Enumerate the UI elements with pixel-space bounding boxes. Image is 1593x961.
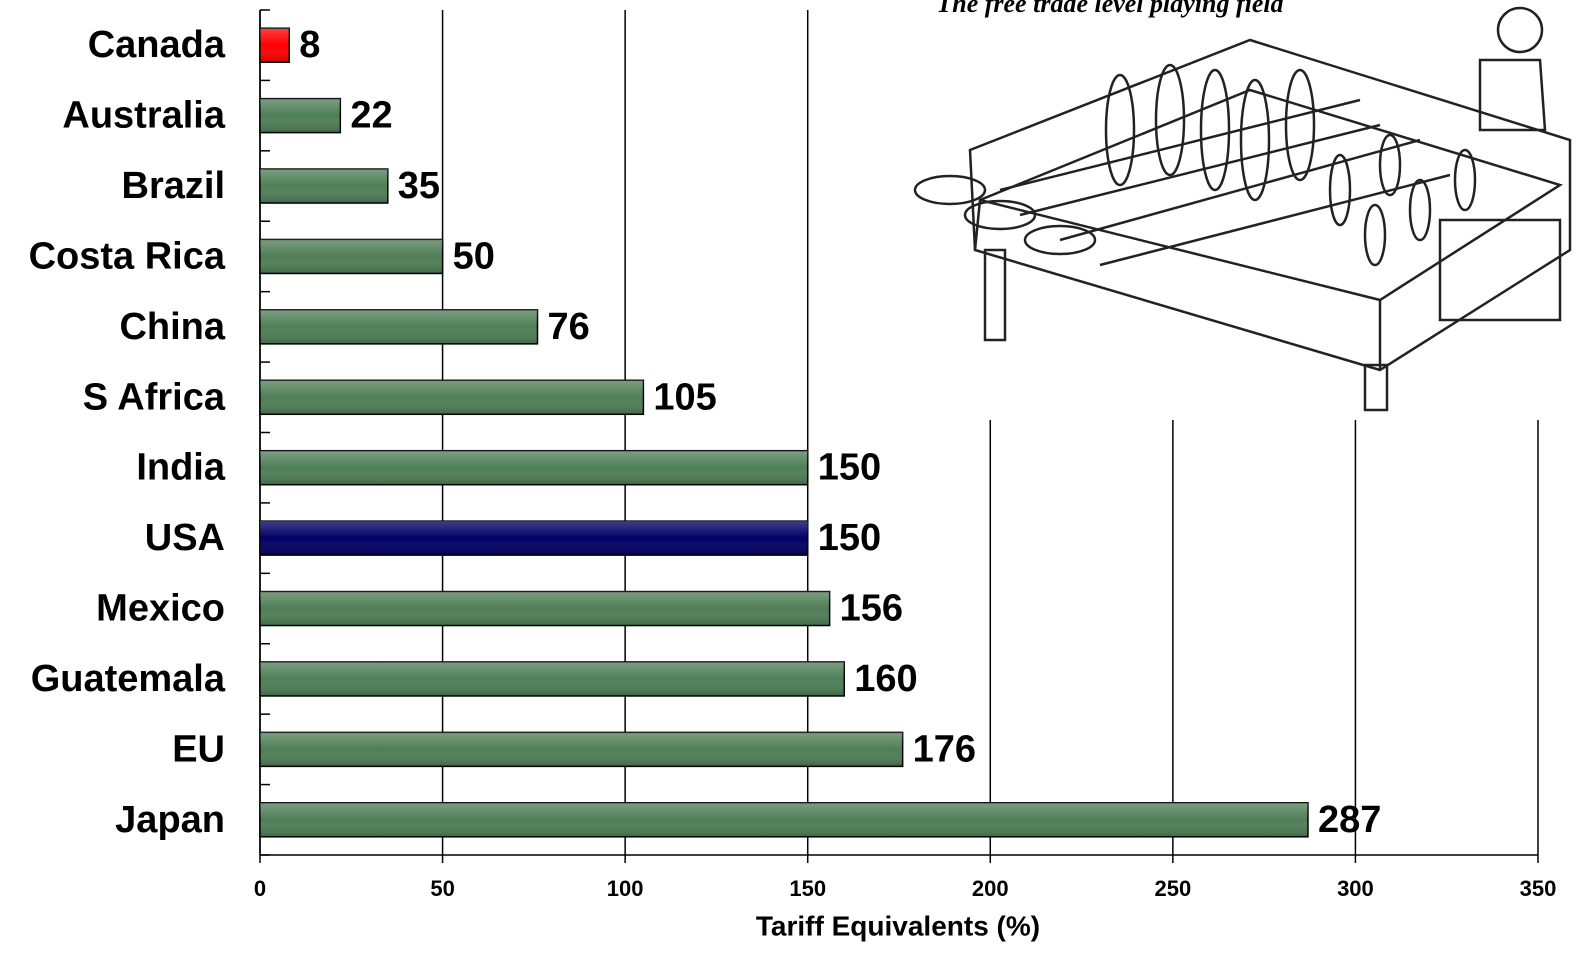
value-label: 287 <box>1318 799 1381 841</box>
x-tick-label: 0 <box>254 876 266 901</box>
value-label: 150 <box>818 447 881 489</box>
y-tick-label: India <box>136 447 226 489</box>
annotation: The free trade level playing field <box>936 0 1284 18</box>
value-label: 76 <box>548 306 590 348</box>
y-tick-label: China <box>119 306 225 348</box>
value-label: 160 <box>854 658 917 700</box>
y-tick-label: Costa Rica <box>29 235 226 277</box>
bar-shade <box>260 28 290 63</box>
y-tick-label: Guatemala <box>31 658 226 700</box>
value-label: 176 <box>913 728 976 770</box>
x-axis-title: Tariff Equivalents (%) <box>756 910 1040 941</box>
value-label: 50 <box>453 235 495 277</box>
y-tick-label: S Africa <box>83 376 226 418</box>
value-label: 105 <box>653 376 716 418</box>
x-tick-label: 50 <box>430 876 454 901</box>
bar-shade <box>260 661 845 696</box>
bar-shade <box>260 591 830 626</box>
y-tick-label: Japan <box>115 799 225 841</box>
value-label: 150 <box>818 517 881 559</box>
cartoon: The free trade level playing field <box>885 0 1593 420</box>
bar-shade <box>260 450 808 485</box>
y-tick-label: Mexico <box>96 588 225 630</box>
value-label: 156 <box>840 588 903 630</box>
bar-shade <box>260 521 808 556</box>
x-tick-label: 150 <box>789 876 826 901</box>
y-tick-label: USA <box>145 517 225 559</box>
x-tick-label: 200 <box>972 876 1009 901</box>
x-tick-label: 250 <box>1154 876 1191 901</box>
x-tick-label: 100 <box>607 876 644 901</box>
x-tick-label: 350 <box>1520 876 1557 901</box>
value-label: 35 <box>398 165 440 207</box>
bar-shade <box>260 802 1308 837</box>
x-tick-label: 300 <box>1337 876 1374 901</box>
bar-shade <box>260 309 538 344</box>
bar-shade <box>260 239 443 274</box>
value-label: 22 <box>350 95 392 137</box>
y-tick-label: Brazil <box>122 165 225 207</box>
y-tick-label: Canada <box>88 24 226 66</box>
y-tick-label: EU <box>172 728 225 770</box>
y-tick-label: Australia <box>62 95 225 137</box>
bar-shade <box>260 732 903 767</box>
bar-shade <box>260 98 341 133</box>
bar-shade <box>260 169 388 204</box>
bar-shade <box>260 380 644 415</box>
value-label: 8 <box>299 24 320 66</box>
